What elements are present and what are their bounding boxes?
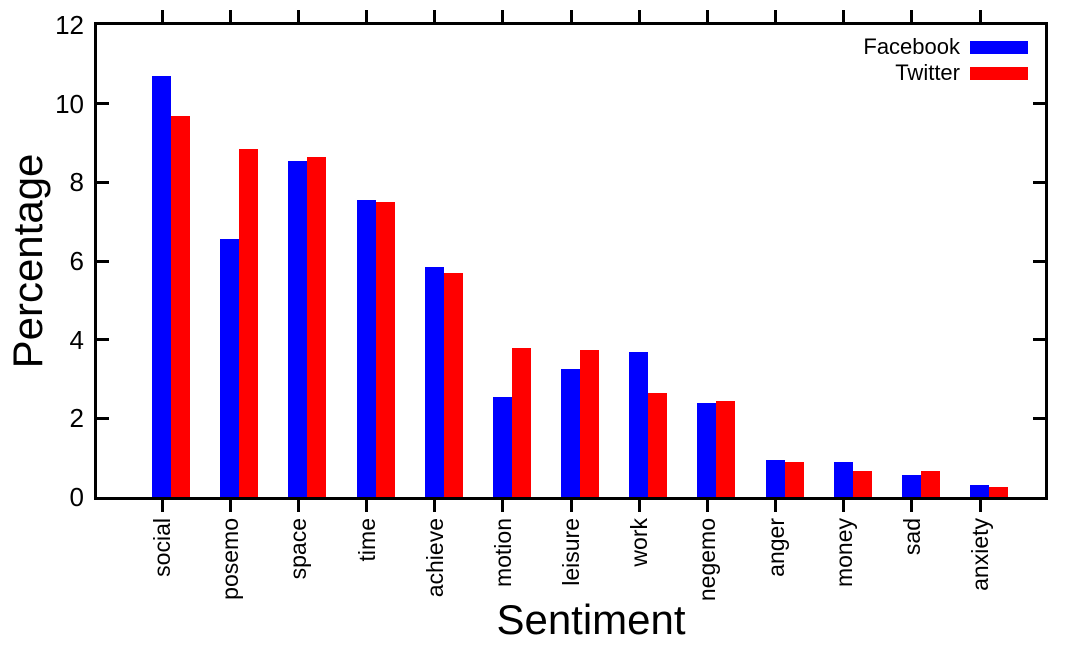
- x-tick-mark: [160, 500, 164, 512]
- x-tick-mark: [705, 10, 709, 22]
- y-tick-label: 8: [69, 167, 84, 198]
- y-tick-label: 2: [69, 403, 84, 434]
- x-tick-label: social: [149, 518, 175, 577]
- bar-facebook-leisure: [561, 369, 581, 497]
- y-tick-label: 12: [55, 10, 84, 40]
- bar-twitter-work: [648, 392, 668, 497]
- y-tick-mark: [1033, 338, 1045, 342]
- x-tick-label: anger: [762, 518, 789, 577]
- x-tick-mark: [296, 10, 300, 22]
- bar-twitter-anxiety: [989, 487, 1009, 497]
- x-tick-mark: [842, 500, 846, 512]
- x-tick-mark: [160, 10, 164, 22]
- plot-area: [94, 10, 1048, 512]
- bar-twitter-achieve: [443, 272, 463, 497]
- y-tick-mark: [1033, 259, 1045, 263]
- x-tick-label: anxiety: [967, 518, 994, 591]
- x-tick-mark: [365, 500, 368, 512]
- x-tick-label: sad: [898, 518, 925, 556]
- bar-facebook-social: [152, 76, 171, 497]
- y-tick-mark: [97, 416, 109, 420]
- x-tick-label: leisure: [558, 518, 585, 586]
- bar-facebook-anger: [765, 459, 785, 497]
- legend-swatch-twitter: [970, 66, 1028, 80]
- x-axis-title: Sentiment: [496, 596, 686, 643]
- x-tick-label: space: [285, 518, 312, 580]
- y-tick-mark: [97, 102, 109, 106]
- y-tick-mark: [97, 180, 109, 184]
- bar-twitter-time: [375, 202, 395, 497]
- y-tick-mark: [1033, 102, 1045, 106]
- bar-twitter-negemo: [716, 400, 736, 497]
- legend: Facebook Twitter: [863, 36, 1028, 84]
- x-tick-mark: [433, 10, 437, 22]
- legend-swatch-facebook: [970, 40, 1028, 54]
- x-tick-mark: [978, 500, 982, 512]
- x-tick-mark: [842, 10, 846, 22]
- y-tick-mark: [1033, 180, 1045, 184]
- x-tick-label: achieve: [421, 518, 448, 598]
- x-tick-mark: [637, 10, 641, 22]
- x-tick-mark: [569, 500, 573, 512]
- y-tick-mark: [1033, 416, 1045, 420]
- bar-facebook-time: [356, 200, 376, 497]
- x-tick-mark: [365, 10, 368, 22]
- y-tick-label: 0: [69, 482, 84, 512]
- x-tick-label: motion: [489, 518, 516, 588]
- x-tick-mark: [433, 500, 437, 512]
- bar-facebook-achieve: [424, 266, 444, 497]
- x-tick-mark: [296, 500, 300, 512]
- x-tick-label: work: [626, 518, 653, 567]
- x-tick-mark: [978, 10, 982, 22]
- y-tick-mark: [97, 338, 109, 342]
- x-tick-mark: [228, 500, 232, 512]
- bar-facebook-anxiety: [970, 485, 990, 497]
- bar-facebook-negemo: [697, 402, 717, 497]
- y-tick-mark: [97, 259, 109, 263]
- x-tick-mark: [501, 500, 505, 512]
- legend-item-twitter: Twitter: [863, 62, 1028, 84]
- x-tick-label: posemo: [217, 518, 244, 600]
- bar-twitter-posemo: [239, 148, 259, 497]
- bar-facebook-posemo: [220, 239, 240, 497]
- x-tick-mark: [774, 10, 778, 22]
- bar-twitter-leisure: [580, 349, 600, 497]
- x-tick-label: money: [830, 518, 857, 588]
- x-tick-mark: [569, 10, 573, 22]
- bar-twitter-social: [171, 115, 190, 497]
- x-tick-mark: [228, 10, 232, 22]
- x-tick-mark: [910, 500, 914, 512]
- x-tick-mark: [705, 500, 709, 512]
- x-tick-mark: [637, 500, 641, 512]
- y-tick-label: 6: [69, 246, 84, 276]
- bar-facebook-work: [629, 351, 649, 497]
- legend-item-facebook: Facebook: [863, 36, 1028, 58]
- y-tick-label: 10: [55, 88, 84, 119]
- bar-twitter-motion: [511, 347, 531, 497]
- bar-twitter-money: [852, 471, 872, 497]
- legend-label: Twitter: [895, 60, 960, 85]
- bar-twitter-space: [307, 156, 327, 497]
- x-tick-mark: [910, 10, 914, 22]
- bar-facebook-motion: [492, 396, 512, 497]
- y-tick-label: 4: [69, 324, 84, 355]
- bar-facebook-sad: [901, 475, 921, 497]
- bar-facebook-money: [833, 461, 853, 497]
- x-tick-mark: [774, 500, 778, 512]
- bar-facebook-space: [288, 160, 308, 497]
- legend-label: Facebook: [863, 34, 960, 59]
- x-tick-label: negemo: [694, 518, 721, 602]
- bar-twitter-sad: [920, 471, 940, 497]
- bar-twitter-anger: [784, 461, 804, 497]
- x-tick-mark: [501, 10, 505, 22]
- x-tick-label: time: [353, 518, 380, 562]
